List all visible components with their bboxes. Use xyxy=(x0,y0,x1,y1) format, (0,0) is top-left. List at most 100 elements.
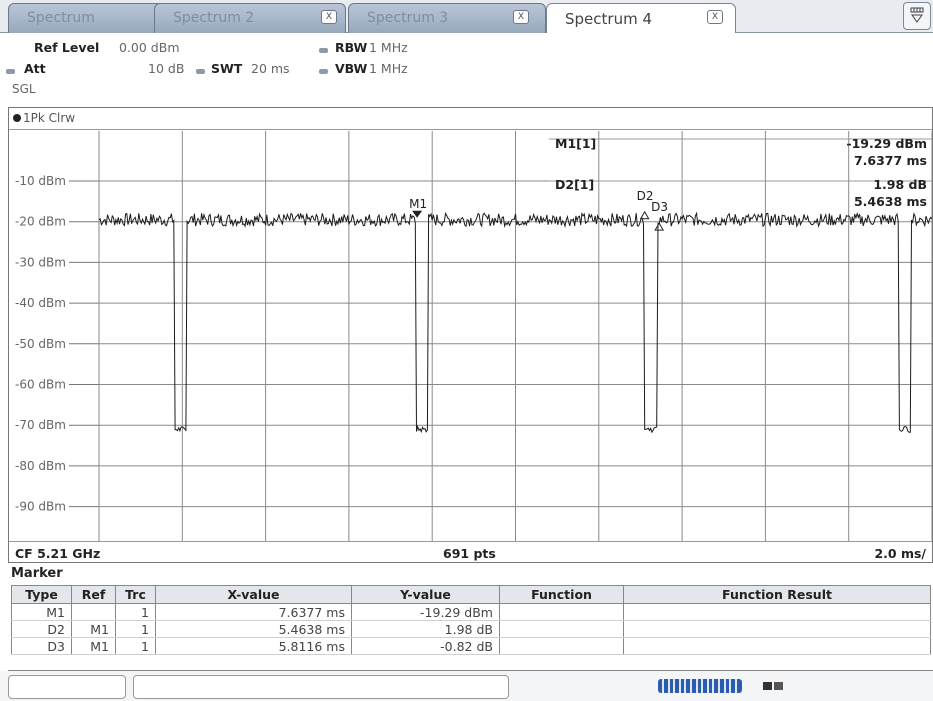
swt-indicator-icon xyxy=(196,69,205,74)
rbw-value: 1 MHz xyxy=(369,40,408,55)
marker-symbol-d2 xyxy=(639,210,650,220)
marker-ref: M1 xyxy=(71,620,116,638)
att-label: Att xyxy=(24,61,46,76)
progress-segment xyxy=(723,679,726,693)
marker-y-value: -0.82 dB xyxy=(351,637,500,655)
vbw-indicator-icon xyxy=(319,69,328,74)
time-per-division: 2.0 ms/ xyxy=(874,546,926,561)
tab-spectrum-3[interactable]: Spectrum 3 X xyxy=(348,3,546,33)
y-tick-label: -50 dBm xyxy=(15,337,66,351)
progress-segment xyxy=(734,679,737,693)
marker-y-value: 1.98 dB xyxy=(351,620,500,638)
y-tick-label: -10 dBm xyxy=(15,174,66,188)
marker-symbol-m1 xyxy=(412,210,423,218)
table-row[interactable]: D3 M1 1 5.8116 ms -0.82 dB xyxy=(11,637,931,655)
m1-readout-time: 7.6377 ms xyxy=(854,153,927,168)
marker-function-result xyxy=(623,603,931,621)
d2-readout-name: D2[1] xyxy=(555,177,594,192)
column-header: Trc xyxy=(115,585,156,604)
table-row[interactable]: D2 M1 1 5.4638 ms 1.98 dB xyxy=(11,620,931,638)
progress-segment xyxy=(667,679,670,693)
marker-x-value: 5.4638 ms xyxy=(155,620,352,638)
marker-table-header: Type Ref Trc X-value Y-value Function Fu… xyxy=(11,585,931,604)
marker-y-value: -19.29 dBm xyxy=(351,603,500,621)
tab-label: Spectrum xyxy=(27,10,95,26)
close-icon[interactable]: X xyxy=(707,10,723,24)
vbw-value: 1 MHz xyxy=(369,61,408,76)
trace-chart[interactable]: -10 dBm -20 dBm -30 dBm -40 dBm -50 dBm -60 d… xyxy=(9,131,932,541)
column-header: Type xyxy=(11,585,72,604)
tab-spectrum-4[interactable]: Spectrum 4 X xyxy=(546,3,736,33)
tab-label: Spectrum 3 xyxy=(367,10,449,26)
network-icon xyxy=(763,682,783,690)
status-field-left[interactable] xyxy=(8,675,126,699)
tab-label: Spectrum 2 xyxy=(173,10,255,26)
column-header: Y-value xyxy=(351,585,500,604)
rbw-indicator-icon xyxy=(319,48,328,53)
status-bar xyxy=(0,671,933,701)
marker-label-d3: D3 xyxy=(651,200,668,214)
y-tick-label: -90 dBm xyxy=(15,500,66,514)
display-config-icon[interactable] xyxy=(903,2,931,30)
table-row[interactable]: M1 1 7.6377 ms -19.29 dBm xyxy=(11,603,931,621)
sweep-mode: SGL xyxy=(12,82,36,96)
marker-trace: 1 xyxy=(115,620,156,638)
swt-label: SWT xyxy=(211,61,243,76)
trace-label: 1Pk Clrw xyxy=(23,111,76,125)
marker-trace: 1 xyxy=(115,603,156,621)
sweep-points: 691 pts xyxy=(443,546,496,561)
d2-readout-level: 1.98 dB xyxy=(873,177,927,192)
y-tick-label: -30 dBm xyxy=(15,255,66,269)
column-header: Function Result xyxy=(623,585,931,604)
y-tick-label: -40 dBm xyxy=(15,296,66,310)
column-header: Ref xyxy=(71,585,116,604)
swt-value: 20 ms xyxy=(251,61,290,76)
marker-type: D3 xyxy=(11,637,72,655)
frame-border xyxy=(8,670,933,671)
progress-indicator xyxy=(658,679,742,693)
center-frequency: CF 5.21 GHz xyxy=(15,546,101,561)
trace-bullet-icon xyxy=(13,114,21,122)
m1-readout-level: -19.29 dBm xyxy=(846,136,927,151)
rbw-label: RBW xyxy=(335,40,368,55)
tab-spectrum-2[interactable]: Spectrum 2 X xyxy=(154,3,346,33)
progress-segment xyxy=(729,679,732,693)
marker-function xyxy=(499,603,624,621)
tab-label: Spectrum 4 xyxy=(565,10,652,28)
progress-segment xyxy=(684,679,687,693)
progress-segment xyxy=(718,679,720,693)
att-value: 10 dB xyxy=(148,61,185,76)
progress-segment xyxy=(673,679,676,693)
marker-table: Type Ref Trc X-value Y-value Function Fu… xyxy=(11,585,931,655)
ref-level-label: Ref Level xyxy=(34,40,100,55)
d2-readout-time: 5.4638 ms xyxy=(854,194,927,209)
close-icon[interactable]: X xyxy=(513,10,529,24)
trace-header: 1Pk Clrw xyxy=(9,108,932,130)
trace-line xyxy=(98,211,932,434)
m1-readout-name: M1[1] xyxy=(555,136,596,151)
progress-segment xyxy=(701,679,704,693)
plot-footer: CF 5.21 GHz 691 pts 2.0 ms/ xyxy=(9,541,932,563)
marker-type: M1 xyxy=(11,603,72,621)
marker-function xyxy=(499,637,624,655)
spectrum-plot: 1Pk Clrw -10 dBm -20 dBm -30 dBm -40 dBm -50… xyxy=(8,107,933,563)
progress-segment xyxy=(662,679,664,693)
marker-x-value: 5.8116 ms xyxy=(155,637,352,655)
tab-bar: Spectrum Spectrum 2 X Spectrum 3 X Spect… xyxy=(0,0,933,33)
marker-label-m1: M1 xyxy=(409,197,427,211)
column-header: X-value xyxy=(155,585,352,604)
ref-level-value: 0.00 dBm xyxy=(119,40,180,55)
marker-symbol-d3 xyxy=(654,222,665,231)
marker-type: D2 xyxy=(11,620,72,638)
y-tick-label: -80 dBm xyxy=(15,459,66,473)
status-message-field[interactable] xyxy=(133,675,509,699)
tab-spectrum[interactable]: Spectrum xyxy=(8,3,166,33)
progress-segment xyxy=(695,679,698,693)
column-header: Function xyxy=(499,585,624,604)
progress-segment xyxy=(678,679,681,693)
close-icon[interactable]: X xyxy=(321,10,337,24)
marker-x-value: 7.6377 ms xyxy=(155,603,352,621)
marker-label-d2: D2 xyxy=(637,189,654,203)
y-tick-label: -60 dBm xyxy=(15,378,66,392)
progress-segment xyxy=(706,679,709,693)
